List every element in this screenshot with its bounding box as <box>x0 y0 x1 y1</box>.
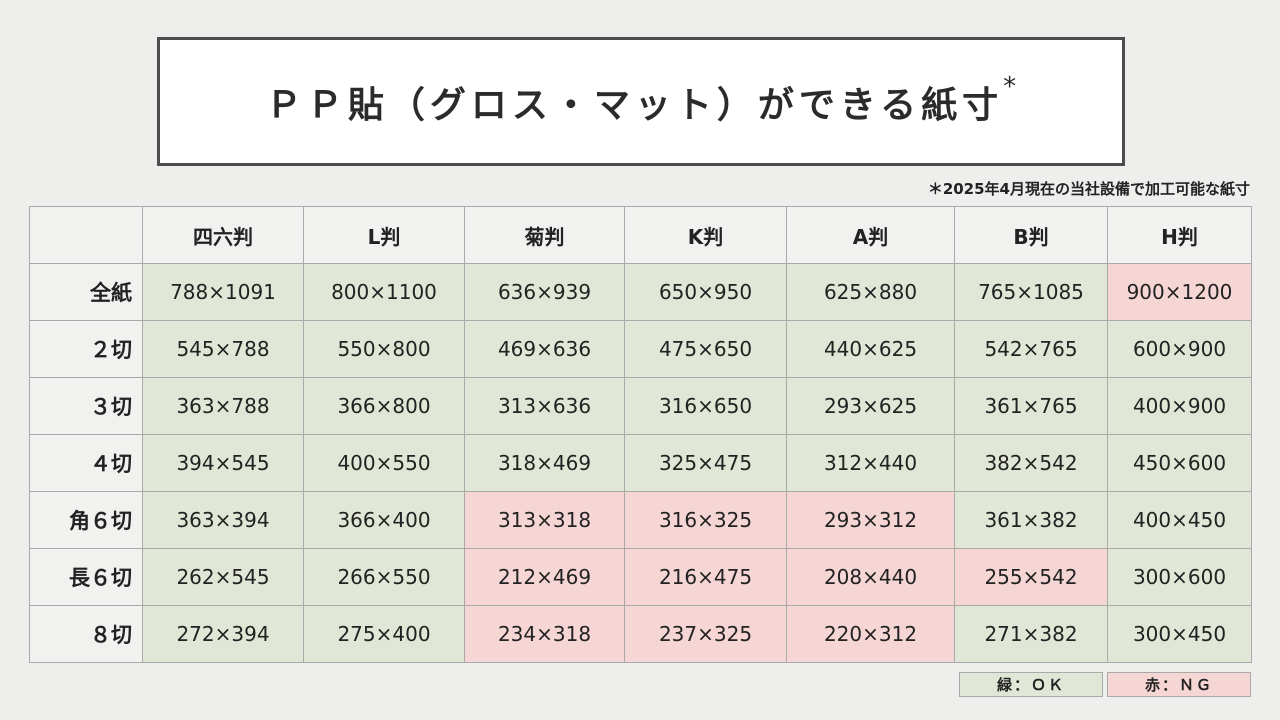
size-cell: 216×475 <box>624 548 787 606</box>
row-header: ２切 <box>29 320 143 378</box>
size-cell: 636×939 <box>464 263 625 321</box>
size-cell: 625×880 <box>786 263 955 321</box>
row-header: 角６切 <box>29 491 143 549</box>
size-cell: 361×765 <box>954 377 1108 435</box>
size-cell: 382×542 <box>954 434 1108 492</box>
column-header: B判 <box>954 206 1108 264</box>
row-header: 長６切 <box>29 548 143 606</box>
row-header: ３切 <box>29 377 143 435</box>
size-cell: 313×636 <box>464 377 625 435</box>
size-cell: 363×788 <box>142 377 304 435</box>
table-row: ８切 272×394 275×400 234×318 237×325 220×312 271… <box>29 605 1252 663</box>
size-cell: 234×318 <box>464 605 625 663</box>
row-header: ４切 <box>29 434 143 492</box>
size-cell: 650×950 <box>624 263 787 321</box>
size-cell: 366×800 <box>303 377 465 435</box>
table-row: ２切 545×788 550×800 469×636 475×650 440×625 542… <box>29 320 1252 378</box>
size-cell: 475×650 <box>624 320 787 378</box>
column-header: A判 <box>786 206 955 264</box>
size-cell: 545×788 <box>142 320 304 378</box>
size-cell: 293×312 <box>786 491 955 549</box>
table-row: ３切 363×788 366×800 313×636 316×650 293×625 361… <box>29 377 1252 435</box>
size-cell: 600×900 <box>1107 320 1252 378</box>
legend-ok: 緑：ＯＫ <box>959 672 1103 697</box>
size-cell: 237×325 <box>624 605 787 663</box>
column-header: H判 <box>1107 206 1252 264</box>
size-cell: 313×318 <box>464 491 625 549</box>
table-row: 角６切 363×394 366×400 313×318 316×325 293×312 36… <box>29 491 1252 549</box>
page-title-text: ＰＰ貼（グロス・マット）ができる紙寸 <box>265 84 1004 126</box>
size-cell: 542×765 <box>954 320 1108 378</box>
size-cell: 400×900 <box>1107 377 1252 435</box>
title-asterisk: * <box>1003 71 1017 102</box>
size-cell: 275×400 <box>303 605 465 663</box>
column-header: 四六判 <box>142 206 304 264</box>
size-cell: 788×1091 <box>142 263 304 321</box>
size-cell: 765×1085 <box>954 263 1108 321</box>
paper-size-table: 四六判 L判 菊判 K判 A判 B判 H判 全紙 788×1091 800×1100… <box>29 206 1252 663</box>
size-cell: 800×1100 <box>303 263 465 321</box>
size-cell: 361×382 <box>954 491 1108 549</box>
legend-ng: 赤：ＮＧ <box>1107 672 1251 697</box>
size-cell: 293×625 <box>786 377 955 435</box>
table-corner-cell <box>29 206 143 264</box>
size-cell: 318×469 <box>464 434 625 492</box>
size-cell: 440×625 <box>786 320 955 378</box>
size-cell: 262×545 <box>142 548 304 606</box>
size-cell: 300×450 <box>1107 605 1252 663</box>
table-row: ４切 394×545 400×550 318×469 325×475 312×440 382… <box>29 434 1252 492</box>
row-header: ８切 <box>29 605 143 663</box>
size-cell: 272×394 <box>142 605 304 663</box>
size-cell: 266×550 <box>303 548 465 606</box>
size-cell: 212×469 <box>464 548 625 606</box>
column-header: L判 <box>303 206 465 264</box>
size-cell: 400×450 <box>1107 491 1252 549</box>
size-cell: 316×650 <box>624 377 787 435</box>
size-cell: 450×600 <box>1107 434 1252 492</box>
title-box: ＰＰ貼（グロス・マット）ができる紙寸* <box>157 37 1125 166</box>
size-cell: 208×440 <box>786 548 955 606</box>
column-header: 菊判 <box>464 206 625 264</box>
size-cell: 312×440 <box>786 434 955 492</box>
size-cell: 255×542 <box>954 548 1108 606</box>
size-cell: 394×545 <box>142 434 304 492</box>
row-header: 全紙 <box>29 263 143 321</box>
size-cell: 469×636 <box>464 320 625 378</box>
size-cell: 550×800 <box>303 320 465 378</box>
table-row: 全紙 788×1091 800×1100 636×939 650×950 625×880 7… <box>29 263 1252 321</box>
size-cell: 363×394 <box>142 491 304 549</box>
size-cell: 220×312 <box>786 605 955 663</box>
table-header-row: 四六判 L判 菊判 K判 A判 B判 H判 <box>29 206 1252 264</box>
size-cell: 316×325 <box>624 491 787 549</box>
page-title: ＰＰ貼（グロス・マット）ができる紙寸* <box>265 72 1016 128</box>
size-cell: 400×550 <box>303 434 465 492</box>
footnote-note: ＊2025年4月現在の当社設備で加工可能な紙寸 <box>927 180 1250 198</box>
table-row: 長６切 262×545 266×550 212×469 216×475 208×440 25… <box>29 548 1252 606</box>
column-header: K判 <box>624 206 787 264</box>
size-cell: 300×600 <box>1107 548 1252 606</box>
table-body: 全紙 788×1091 800×1100 636×939 650×950 625×880 7… <box>29 263 1252 663</box>
size-cell: 900×1200 <box>1107 263 1252 321</box>
size-cell: 271×382 <box>954 605 1108 663</box>
size-cell: 325×475 <box>624 434 787 492</box>
size-cell: 366×400 <box>303 491 465 549</box>
